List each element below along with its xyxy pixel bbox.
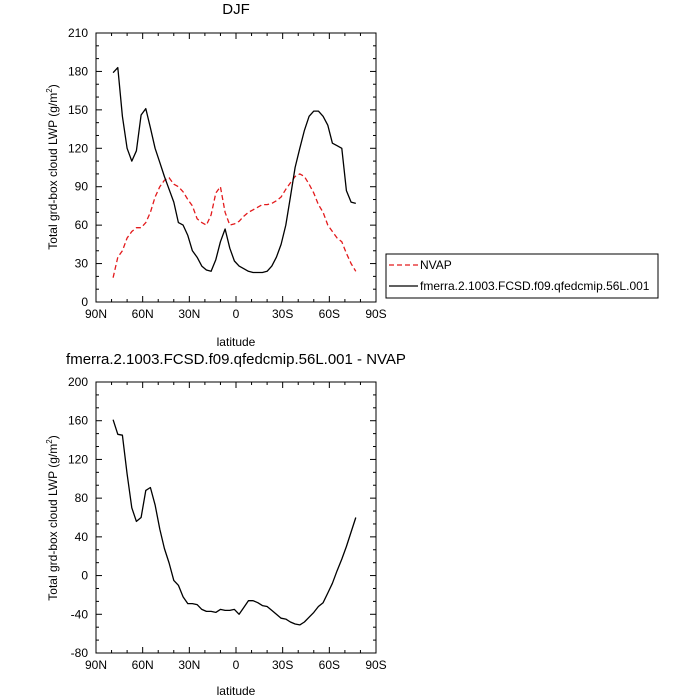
series-line-fmerra-2-1003-fcsd-f09-qfedcmip-56l-001 — [112, 66, 356, 274]
x-tick-label: 30N — [178, 307, 200, 321]
chart-top-series — [112, 66, 357, 278]
chart-bottom-series — [112, 419, 357, 626]
y-tick-label: -80 — [71, 646, 89, 660]
y-tick-label: 210 — [68, 26, 88, 40]
chart-bottom-ylabel-sup: 2 — [45, 439, 54, 444]
chart-bottom-xlabel: latitude — [217, 684, 256, 698]
y-tick-label: 90 — [75, 180, 89, 194]
x-tick-label: 0 — [233, 307, 240, 321]
chart-bottom: fmerra.2.1003.FCSD.f09.qfedcmip.56L.001 … — [45, 351, 406, 698]
x-tick-label: 90N — [85, 307, 107, 321]
chart-bottom-axes: 90N 60N 30N 0 30S 60S 90S -80 -40 0 40 80 120 160 200 — [68, 375, 387, 672]
chart-top-axes: 90N 60N 30N 0 30S 60S 90S 0 30 60 90 120 150 180 210 — [68, 26, 387, 321]
y-tick-label: 180 — [68, 64, 88, 78]
x-tick-label: 90N — [85, 658, 107, 672]
series-line-nvap — [112, 173, 357, 278]
x-tick-label: 90S — [365, 658, 386, 672]
chart-top-ylabel-sup: 2 — [45, 88, 54, 93]
plot-frame — [95, 381, 377, 654]
y-tick-label: 30 — [75, 257, 89, 271]
y-tick-label: 120 — [68, 141, 88, 155]
y-tick-label: 150 — [68, 103, 88, 117]
y-tick-label: -40 — [71, 607, 89, 621]
y-tick-label: 40 — [75, 530, 89, 544]
x-tick-label: 90S — [365, 307, 386, 321]
x-tick-label: 60S — [319, 307, 340, 321]
y-tick-label: 200 — [68, 375, 88, 389]
y-tick-label: 0 — [81, 295, 88, 309]
chart-bottom-ylabel-main: Total grd-box cloud LWP (g/m — [46, 444, 60, 601]
legend-label-nvap: NVAP — [420, 258, 452, 272]
x-tick-label: 60N — [132, 307, 154, 321]
legend-label-model: fmerra.2.1003.FCSD.f09.qfedcmip.56L.001 — [420, 279, 650, 293]
y-tick-label: 60 — [75, 218, 89, 232]
chart-top-title: DJF — [222, 1, 250, 18]
chart-top: DJF 90N 60N 30N 0 30S 60S 90S 0 30 60 90 120 150 180 2… — [45, 1, 659, 349]
y-tick-label: 120 — [68, 452, 88, 466]
chart-top-ylabel-main: Total grd-box cloud LWP (g/m — [46, 93, 60, 250]
y-tick-label: 80 — [75, 491, 89, 505]
y-tick-label: 0 — [81, 569, 88, 583]
chart-bottom-title: fmerra.2.1003.FCSD.f09.qfedcmip.56L.001 … — [66, 351, 406, 368]
chart-top-xlabel: latitude — [217, 335, 256, 349]
x-tick-label: 60S — [319, 658, 340, 672]
series-line-difference-0 — [112, 419, 357, 626]
y-tick-label: 160 — [68, 414, 88, 428]
chart-top-legend: NVAP fmerra.2.1003.FCSD.f09.qfedcmip.56L… — [385, 253, 659, 299]
x-tick-label: 30S — [272, 307, 293, 321]
x-tick-label: 30S — [272, 658, 293, 672]
chart-bottom-ylabel: Total grd-box cloud LWP (g/m2) — [45, 435, 60, 600]
x-tick-label: 30N — [178, 658, 200, 672]
chart-top-ylabel-close: ) — [46, 84, 60, 88]
x-tick-label: 60N — [132, 658, 154, 672]
plot-frame — [95, 32, 377, 303]
chart-bottom-ylabel-close: ) — [46, 435, 60, 439]
chart-top-ylabel: Total grd-box cloud LWP (g/m2) — [45, 84, 60, 249]
legend-box — [385, 253, 659, 299]
x-tick-label: 0 — [233, 658, 240, 672]
